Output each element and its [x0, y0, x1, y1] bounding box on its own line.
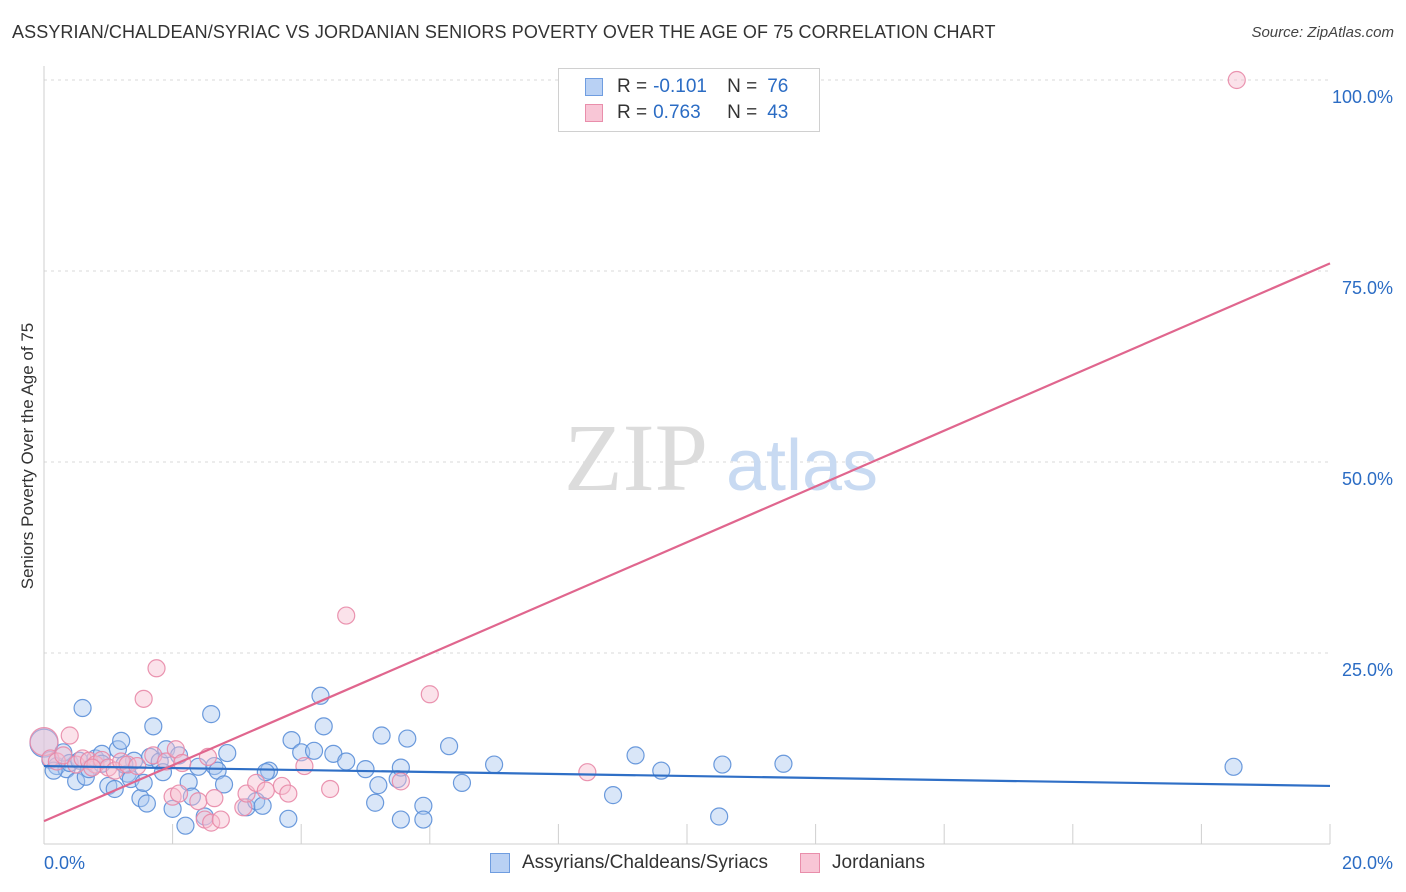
tick-labels: 25.0% 50.0% 75.0% 100.0% 0.0% 20.0%	[44, 87, 1393, 873]
point-assyrian-16	[112, 731, 131, 750]
trend-line-jordanian	[43, 262, 1331, 823]
axes	[43, 66, 1331, 845]
n-label: N =	[727, 76, 758, 97]
n-label: N =	[727, 102, 758, 123]
x-tick-label-min: 0.0%	[44, 853, 85, 873]
point-jordanian-30	[247, 773, 266, 792]
point-jordanian-22	[189, 792, 208, 811]
point-assyrian-47	[304, 741, 324, 760]
legend-swatch-jordanian	[585, 104, 603, 122]
point-jordanian-3	[54, 746, 73, 765]
point-jordanian-35	[321, 779, 340, 799]
point-jordanian-9	[92, 750, 111, 770]
legend-item-jordanian[interactable]: Jordanians	[800, 852, 925, 874]
point-assyrian-42	[253, 796, 272, 815]
point-assyrian-8	[73, 698, 92, 718]
point-assyrian-64	[485, 755, 504, 774]
legend-label-jordanian: Jordanians	[832, 852, 925, 873]
point-assyrian-22	[137, 794, 156, 813]
point-jordanian-0	[29, 727, 59, 757]
legend-swatch-assyrian	[490, 853, 510, 873]
legend-swatch-jordanian	[800, 853, 821, 873]
r-label: R =	[617, 102, 648, 123]
watermark-atlas: atlas	[726, 426, 878, 506]
stats-legend-row-jordanian: R = 0.763 N = 43	[585, 101, 788, 125]
point-assyrian-51	[337, 752, 356, 771]
point-assyrian-45	[282, 730, 301, 750]
point-assyrian-70	[774, 754, 793, 773]
point-assyrian-66	[626, 746, 645, 765]
point-assyrian-24	[144, 717, 163, 736]
point-assyrian-69	[713, 755, 732, 774]
watermark: ZIP atlas	[564, 404, 878, 511]
n-value: 43	[767, 102, 789, 123]
watermark-zip: ZIP	[564, 404, 708, 511]
point-jordanian-28	[234, 798, 253, 817]
point-assyrian-39	[218, 743, 237, 763]
point-assyrian-53	[366, 793, 385, 812]
stats-legend-row-assyrian: R = -0.101 N = 76	[585, 75, 788, 99]
point-jordanian-36	[337, 606, 356, 625]
point-assyrian-62	[439, 737, 459, 756]
point-assyrian-68	[710, 807, 729, 826]
point-assyrian-55	[372, 726, 391, 745]
r-value: -0.101	[653, 76, 707, 97]
point-assyrian-35	[202, 705, 221, 724]
point-jordanian-34	[295, 756, 314, 776]
y-tick-label-75: 75.0%	[1342, 278, 1393, 298]
point-jordanian-32	[272, 776, 292, 796]
r-label: R =	[617, 76, 648, 97]
point-jordanian-31	[256, 781, 275, 800]
point-assyrian-71	[1224, 757, 1243, 776]
legend-item-assyrian[interactable]: Assyrians/Chaldeans/Syriacs	[490, 852, 768, 874]
point-assyrian-63	[452, 773, 472, 792]
point-assyrian-30	[176, 816, 195, 835]
point-jordanian-26	[205, 789, 224, 808]
point-jordanian-38	[420, 685, 439, 704]
n-value: 76	[767, 76, 789, 97]
point-assyrian-38	[214, 775, 234, 794]
gridlines	[44, 79, 1330, 654]
point-jordanian-14	[134, 689, 153, 708]
point-jordanian-40	[1227, 70, 1246, 90]
point-assyrian-49	[314, 717, 333, 736]
point-jordanian-41	[128, 756, 147, 776]
point-assyrian-60	[414, 796, 433, 815]
point-assyrian-59	[398, 729, 417, 748]
point-jordanian-39	[578, 763, 597, 782]
point-jordanian-4	[60, 726, 79, 745]
x-tick-label-max: 20.0%	[1342, 853, 1393, 873]
point-jordanian-33	[279, 784, 298, 803]
chart-title: ASSYRIAN/CHALDEAN/SYRIAC VS JORDANIAN SE…	[12, 22, 996, 42]
r-value: 0.763	[653, 102, 701, 123]
stats-legend: R = -0.101 N = 76 R = 0.763 N = 43	[558, 68, 820, 132]
trend-lines	[43, 262, 1331, 823]
point-assyrian-44	[279, 809, 298, 828]
source-label: Source: ZipAtlas.com	[1251, 24, 1394, 41]
point-jordanian-16	[147, 659, 166, 678]
y-tick-label-50: 50.0%	[1342, 469, 1393, 489]
legend-swatch-assyrian	[585, 78, 603, 96]
point-jordanian-27	[211, 810, 230, 829]
legend-label-assyrian: Assyrians/Chaldeans/Syriacs	[522, 852, 769, 873]
point-assyrian-54	[369, 776, 388, 795]
point-assyrian-52	[356, 760, 375, 779]
point-assyrian-58	[391, 810, 410, 829]
trend-line-assyrian	[43, 764, 1331, 788]
y-tick-label-100: 100.0%	[1332, 87, 1393, 107]
series-legend: Assyrians/Chaldeans/Syriacs Jordanians	[490, 852, 957, 874]
y-axis-label: Seniors Poverty Over the Age of 75	[18, 322, 37, 590]
point-assyrian-65	[603, 786, 623, 805]
y-tick-label-25: 25.0%	[1342, 660, 1393, 680]
point-assyrian-61	[414, 810, 433, 829]
point-jordanian-20	[169, 784, 189, 803]
point-jordanian-37	[391, 772, 410, 791]
